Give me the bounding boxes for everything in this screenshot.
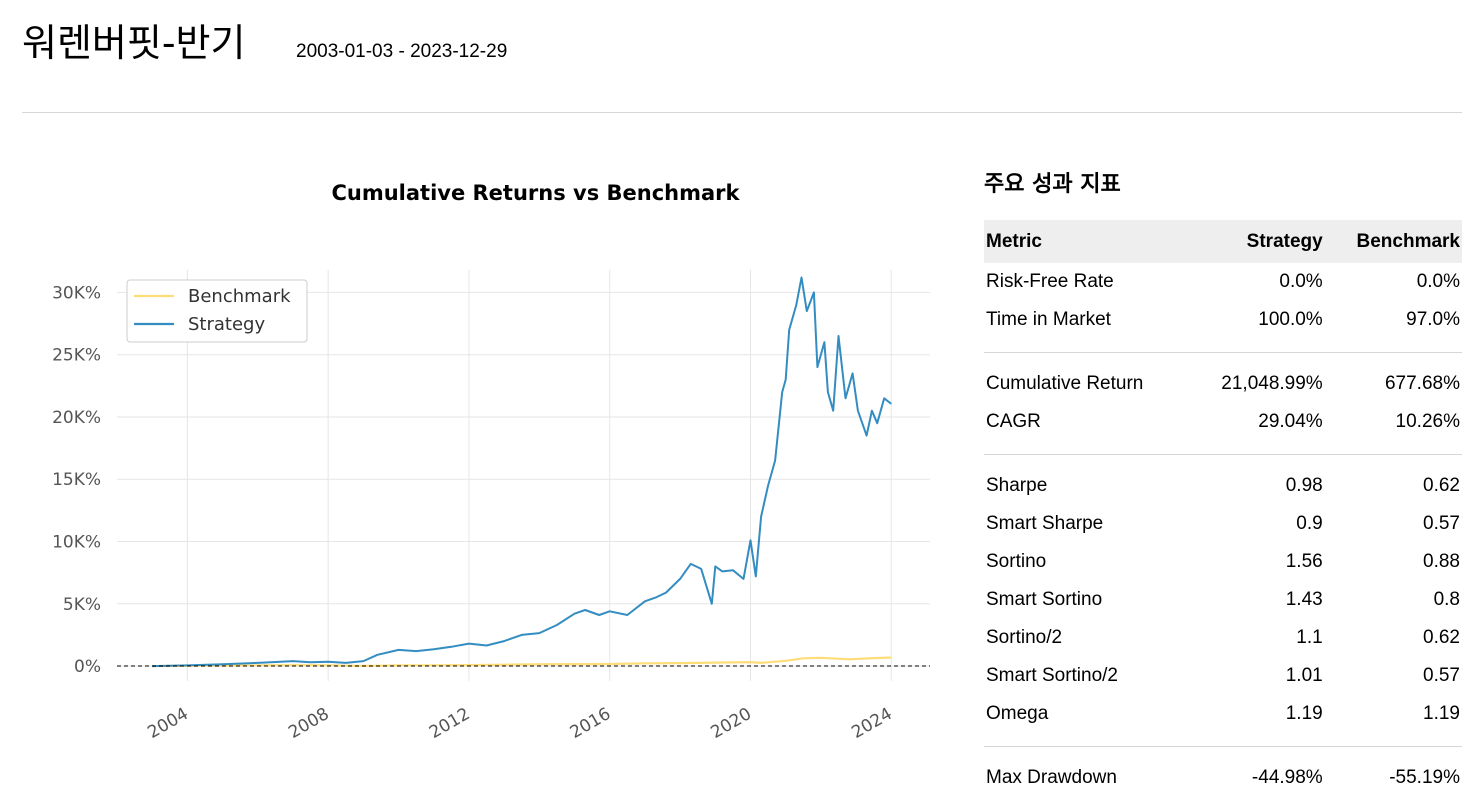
metrics-title: 주요 성과 지표 <box>984 172 1121 197</box>
metric-name: Cumulative Return <box>986 373 1144 394</box>
table-row: Sharpe 0.98 0.62 <box>984 467 1462 505</box>
column-header-strategy: Strategy <box>1190 220 1325 263</box>
metric-name: Smart Sharpe <box>986 513 1104 534</box>
strategy-value: 1.01 <box>1285 665 1323 686</box>
table-row: Sortino 1.56 0.88 <box>984 543 1462 581</box>
metric-name: Sharpe <box>986 475 1048 496</box>
strategy-value: 100.0% <box>1258 309 1323 330</box>
strategy-value: 0.0% <box>1279 271 1323 292</box>
strategy-value: 1.43 <box>1285 589 1323 610</box>
strategy-value: -44.98% <box>1251 767 1323 788</box>
benchmark-value: 97.0% <box>1406 309 1460 330</box>
cumulative-returns-chart: Cumulative Returns vs Benchmark 0% 5K% 10K%… <box>22 150 952 790</box>
table-row: Max Drawdown -44.98% -55.19% <box>984 759 1462 797</box>
benchmark-value: 677.68% <box>1384 373 1460 394</box>
benchmark-value: 10.26% <box>1395 411 1460 432</box>
metric-name: Omega <box>986 703 1049 724</box>
chart-svg: Cumulative Returns vs Benchmark 0% 5K% 10K%… <box>52 181 930 743</box>
benchmark-value: 0.62 <box>1423 627 1460 648</box>
header-divider <box>22 112 1462 113</box>
benchmark-value: 0.8 <box>1433 589 1460 610</box>
strategy-value: 29.04% <box>1258 411 1323 432</box>
metrics-header-row: Metric Strategy Benchmark <box>984 220 1462 263</box>
strategy-value: 1.56 <box>1285 551 1323 572</box>
series-line-benchmark <box>152 656 892 668</box>
y-tick-label: 0% <box>74 657 101 677</box>
x-tick-label: 2020 <box>708 704 755 743</box>
table-row: Risk-Free Rate 0.0% 0.0% <box>984 263 1462 301</box>
metric-name: Smart Sortino/2 <box>986 665 1118 686</box>
legend: Benchmark Strategy <box>126 279 308 343</box>
strategy-value: 21,048.99% <box>1221 373 1323 394</box>
x-tick-label: 2004 <box>144 704 191 743</box>
strategy-value: 1.19 <box>1285 703 1323 724</box>
table-row: CAGR 29.04% 10.26% <box>984 403 1462 441</box>
strategy-value: 0.98 <box>1285 475 1323 496</box>
metric-name: Max Drawdown <box>986 767 1117 788</box>
column-header-benchmark: Benchmark <box>1324 220 1462 263</box>
metrics-panel: 주요 성과 지표 Metric Strategy Benchmark Risk-… <box>984 170 1462 797</box>
x-tick-label: 2008 <box>285 704 332 743</box>
benchmark-value: -55.19% <box>1389 767 1460 788</box>
table-row: Sortino/2 1.1 0.62 <box>984 619 1462 657</box>
legend-label-strategy: Strategy <box>188 314 265 335</box>
y-tick-label: 30K% <box>52 283 101 303</box>
metric-name: CAGR <box>986 411 1041 432</box>
y-tick-label: 5K% <box>63 595 101 615</box>
table-row: Smart Sortino/2 1.01 0.57 <box>984 657 1462 695</box>
benchmark-value: 0.57 <box>1423 513 1460 534</box>
table-row: Smart Sortino 1.43 0.8 <box>984 581 1462 619</box>
series-line-strategy <box>152 276 892 668</box>
metric-name: Sortino/2 <box>986 627 1063 648</box>
row-separator <box>984 733 1462 759</box>
row-separator <box>984 339 1462 365</box>
date-range: 2003-01-03 - 2023-12-29 <box>296 41 508 62</box>
metric-name: Risk-Free Rate <box>986 271 1114 292</box>
benchmark-value: 0.88 <box>1423 551 1460 572</box>
metric-name: Smart Sortino <box>986 589 1103 610</box>
y-tick-label: 15K% <box>52 470 101 490</box>
row-separator <box>984 441 1462 467</box>
y-tick-label: 25K% <box>52 346 101 366</box>
table-row: Time in Market 100.0% 97.0% <box>984 301 1462 339</box>
table-row: Smart Sharpe 0.9 0.57 <box>984 505 1462 543</box>
y-tick-label: 10K% <box>52 533 101 553</box>
x-tick-label: 2024 <box>848 704 895 743</box>
page-title: 워렌버핏-반기 <box>22 21 246 65</box>
table-row: Cumulative Return 21,048.99% 677.68% <box>984 365 1462 403</box>
metric-name: Time in Market <box>986 309 1111 330</box>
metric-name: Sortino <box>986 551 1047 572</box>
benchmark-value: 1.19 <box>1423 703 1460 724</box>
strategy-value: 0.9 <box>1296 513 1323 534</box>
x-tick-label: 2016 <box>567 704 614 743</box>
benchmark-value: 0.62 <box>1423 475 1460 496</box>
metrics-table: Metric Strategy Benchmark Risk-Free Rate… <box>984 220 1462 797</box>
table-row: Omega 1.19 1.19 <box>984 695 1462 733</box>
legend-label-benchmark: Benchmark <box>188 286 291 307</box>
chart-title: Cumulative Returns vs Benchmark <box>331 181 740 205</box>
y-tick-label: 20K% <box>52 408 101 428</box>
page-header: 워렌버핏-반기 2003-01-03 - 2023-12-29 <box>22 18 1458 78</box>
column-header-metric: Metric <box>984 220 1191 263</box>
benchmark-value: 0.57 <box>1423 665 1460 686</box>
x-tick-label: 2012 <box>426 704 473 743</box>
benchmark-value: 0.0% <box>1416 271 1460 292</box>
strategy-value: 1.1 <box>1296 627 1323 648</box>
